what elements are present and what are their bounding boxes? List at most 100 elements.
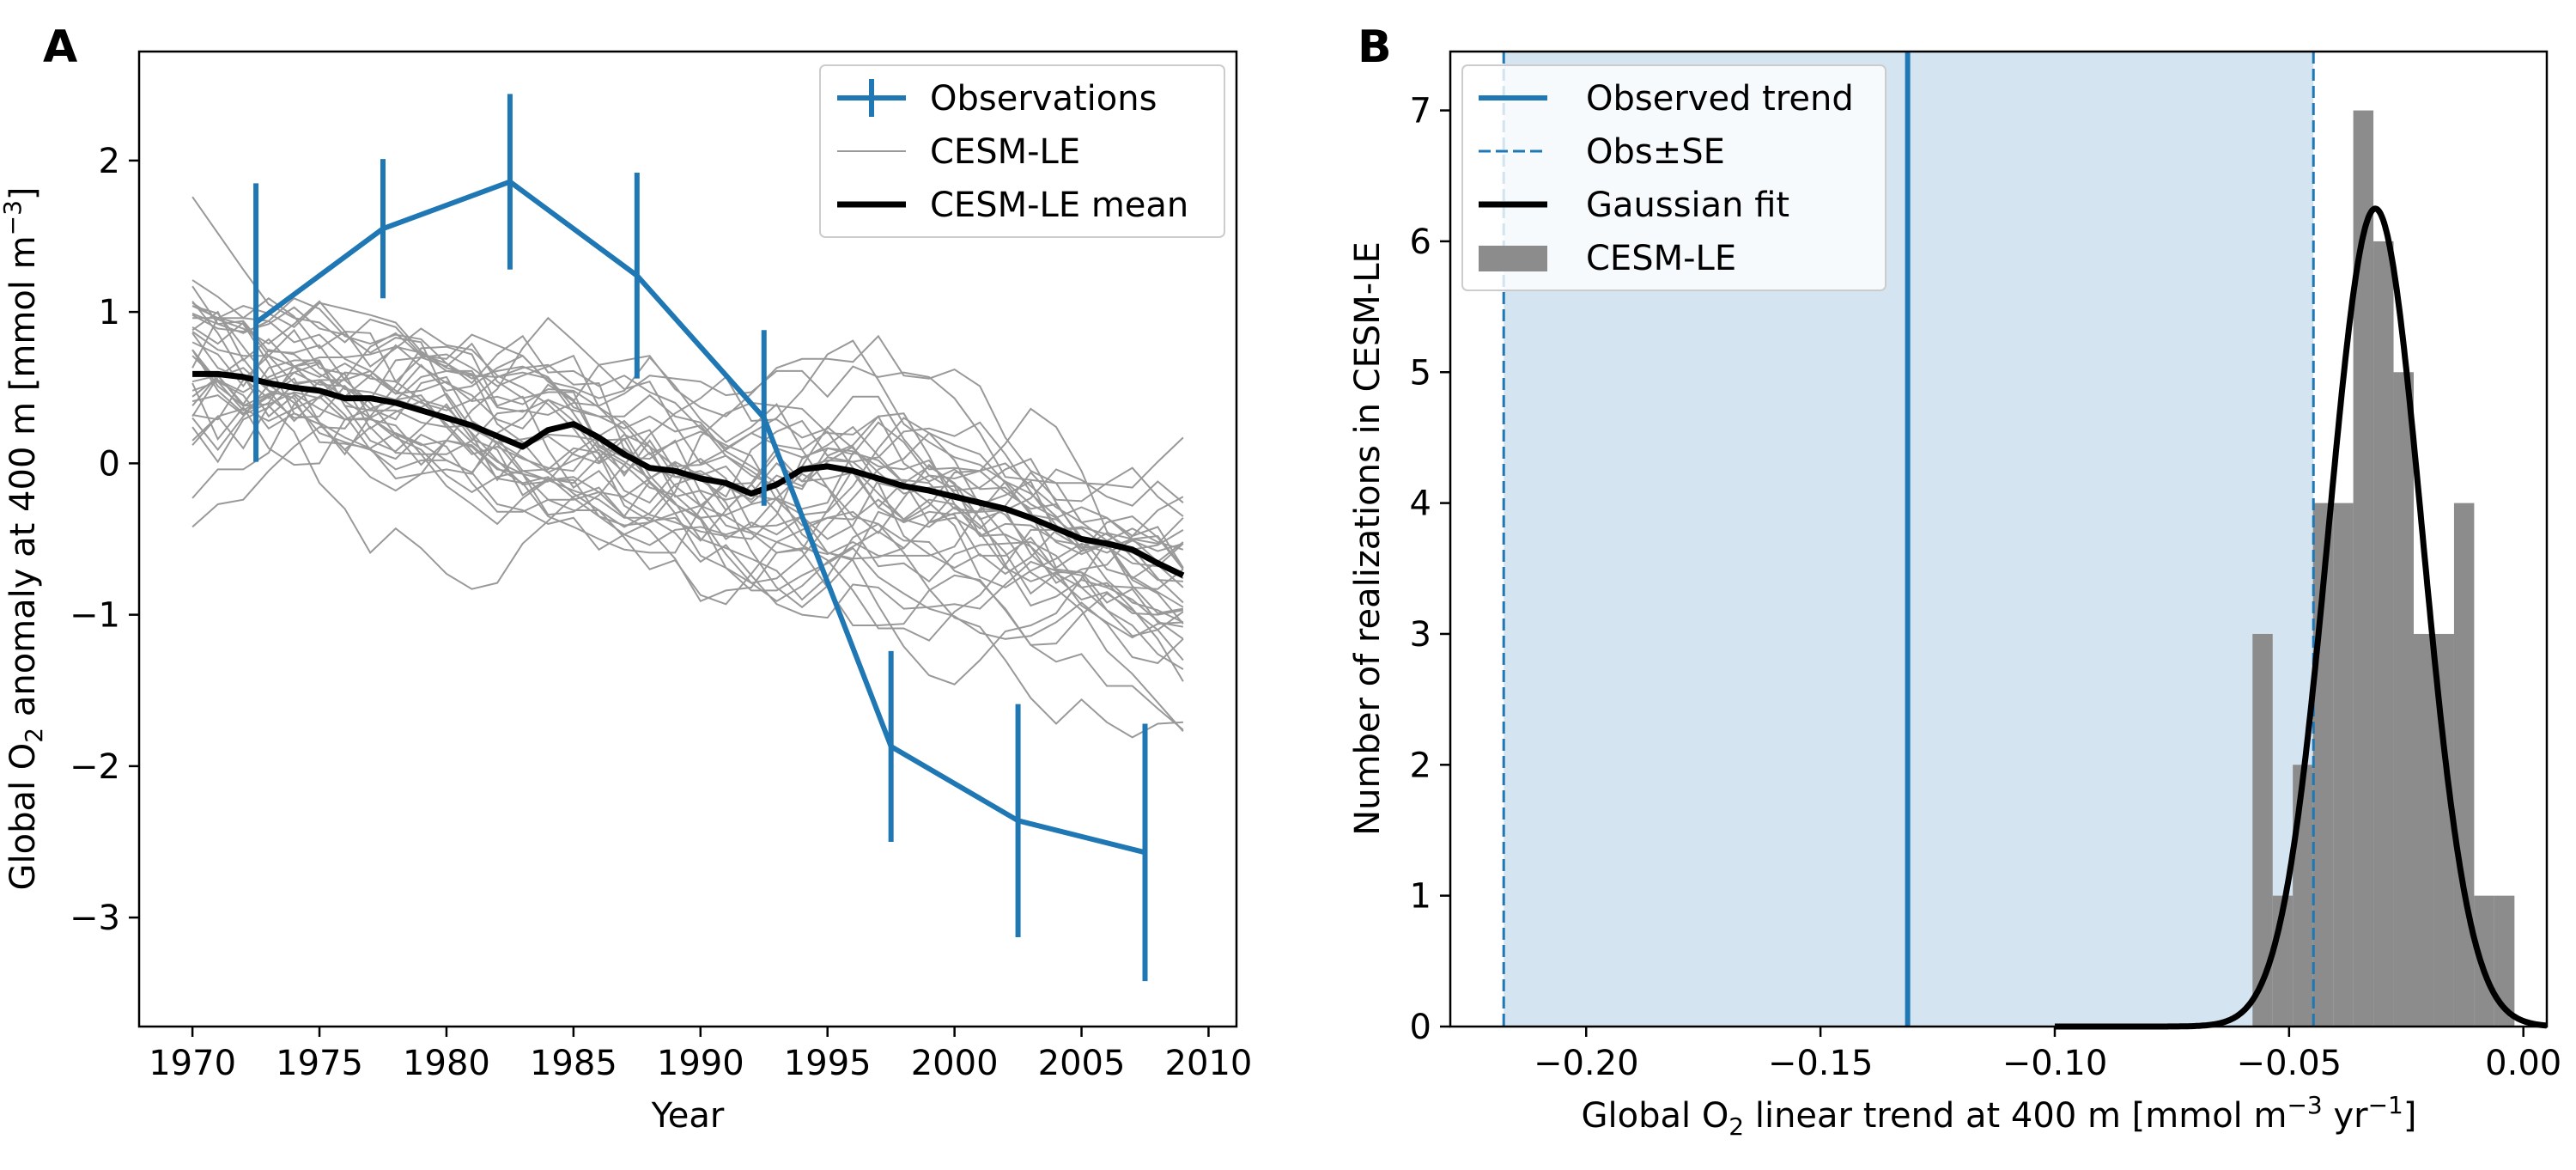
observations-series: [253, 94, 1148, 982]
x-label-part-2: linear trend at 400 m [mmol m: [1744, 1096, 2287, 1136]
legend-cesm-le-label: CESM-LE: [930, 132, 1080, 172]
x-label-part-3: yr: [2323, 1096, 2368, 1136]
x-label-part-1: Global O: [1582, 1096, 1729, 1136]
legend-observations-label: Observations: [930, 79, 1157, 119]
legend-cesm-le-patch: [1479, 246, 1547, 271]
panel-a-x-axis-label: Year: [651, 1096, 725, 1136]
panel-a-y-axis-label: Global O2 anomaly at 400 m [mmol m−3]: [0, 187, 48, 891]
legend-box: [1461, 64, 1886, 291]
ensemble-member-line: [192, 302, 1183, 582]
histogram-bar: [2353, 110, 2374, 1027]
ensemble-member-line: [191, 349, 1184, 625]
y-tick-label: 3: [1410, 615, 1431, 655]
ensemble-member-line: [191, 395, 1184, 602]
ensemble-member-line: [191, 357, 1184, 731]
legend-gaussian-fit-label: Gaussian fit: [1586, 186, 1789, 225]
panel-b-frame: [1449, 50, 2549, 1028]
panel-a-frame: [137, 50, 1238, 1028]
ensemble-member-line: [191, 305, 1184, 614]
y-tick-label: 1: [99, 293, 120, 332]
y-tick-label: 2: [1410, 746, 1431, 785]
histogram-bar: [2333, 503, 2354, 1027]
x-tick-label: 1980: [403, 1044, 490, 1083]
ensemble-members: [191, 196, 1184, 739]
x-tick-label: 1975: [276, 1044, 363, 1083]
x-label-part-4: ]: [2403, 1096, 2417, 1136]
histogram-bar: [2453, 503, 2475, 1027]
x-label-superscript-2: −1: [2368, 1091, 2403, 1119]
ensemble-member-line: [191, 332, 1184, 640]
y-tick-label: 7: [1410, 92, 1431, 131]
ensemble-mean: [192, 370, 1185, 578]
observations-line: [254, 179, 1146, 856]
y-label-part-1: Global O: [3, 743, 43, 891]
x-tick-label: 1990: [657, 1044, 744, 1083]
panel-a: A 1970 1975 1980 1985 1990 1995 2000 2005 2010 2…: [0, 21, 1252, 1136]
x-tick-label: −0.20: [1534, 1044, 1639, 1083]
panel-a-label: A: [43, 21, 77, 73]
histogram-bar: [2393, 372, 2415, 1027]
panel-b-label: B: [1358, 21, 1392, 73]
histogram-bar: [2293, 765, 2313, 1027]
ensemble-member-line: [191, 301, 1184, 589]
panel-b-x-ticks: −0.20 −0.15 −0.10 −0.05 0.00: [1534, 1027, 2561, 1083]
panel-a-x-ticks: 1970 1975 1980 1985 1990 1995 2000 2005 2010: [149, 1027, 1252, 1083]
legend-obs-se-label: Obs±SE: [1586, 132, 1725, 172]
ensemble-member-line: [191, 334, 1184, 569]
x-tick-label: 1995: [784, 1044, 872, 1083]
y-tick-label: 1: [1410, 877, 1431, 917]
y-tick-label: −1: [70, 596, 120, 636]
ensemble-member-line: [191, 362, 1184, 570]
ensemble-member-line: [191, 355, 1184, 588]
panel-b-y-axis-label: Number of realizations in CESM-LE: [1348, 241, 1388, 836]
x-tick-label: −0.15: [1768, 1044, 1874, 1083]
x-tick-label: −0.05: [2237, 1044, 2342, 1083]
y-label-superscript: −3: [0, 200, 27, 235]
legend-box: [819, 64, 1225, 238]
ensemble-member-line: [191, 331, 1184, 624]
x-tick-label: 1985: [530, 1044, 617, 1083]
histogram-bar: [2494, 895, 2515, 1027]
panel-b-y-ticks: 0 1 2 3 4 5 6 7: [1410, 92, 1450, 1047]
legend-cesm-le-label: CESM-LE: [1586, 239, 1736, 278]
legend-cesm-le-mean-label: CESM-LE mean: [930, 186, 1188, 225]
histogram-bar: [2474, 895, 2494, 1027]
ensemble-member-line: [191, 305, 1184, 682]
ensemble-member-line: [191, 367, 1184, 551]
y-tick-label: 2: [99, 142, 120, 181]
legend-observed-trend-label: Observed trend: [1586, 79, 1854, 119]
ensemble-mean-line: [192, 370, 1185, 578]
ensemble-member-line: [191, 349, 1184, 489]
y-tick-label: 6: [1410, 222, 1431, 262]
y-label-subscript: 2: [20, 728, 48, 743]
panel-a-legend: Observations CESM-LE CESM-LE mean: [819, 64, 1225, 238]
panel-b-legend: Observed trend Obs±SE Gaussian fit CESM-…: [1461, 64, 1886, 291]
y-tick-label: 4: [1410, 484, 1431, 524]
y-tick-label: 0: [99, 444, 120, 484]
histogram-bar: [2373, 241, 2394, 1027]
panel-b-x-axis-label: Global O2 linear trend at 400 m [mmol m−…: [1582, 1091, 2417, 1141]
y-tick-label: 0: [1410, 1008, 1431, 1047]
y-tick-label: −2: [70, 747, 120, 787]
ensemble-member-line: [191, 279, 1184, 732]
ensemble-member-line: [191, 369, 1184, 608]
panel-a-y-ticks: 2 1 0 −1 −2 −3: [70, 142, 139, 938]
histogram-bar: [2252, 633, 2273, 1027]
x-tick-label: 2010: [1165, 1044, 1253, 1083]
y-tick-label: −3: [70, 899, 120, 938]
x-label-superscript-1: −3: [2287, 1091, 2322, 1119]
histogram-bar: [2433, 633, 2454, 1027]
ensemble-member-line: [191, 332, 1184, 670]
panel-b: B −0.20 −0.15 −0.10 −0.05 0.00 0 1 2 3 4 5 6 7 Numb…: [1348, 21, 2561, 1141]
x-tick-label: −0.10: [2002, 1044, 2108, 1083]
x-tick-label: 2005: [1038, 1044, 1126, 1083]
y-label-part-3: ]: [3, 187, 43, 201]
x-tick-label: 0.00: [2485, 1044, 2561, 1083]
x-tick-label: 1970: [149, 1044, 236, 1083]
y-label-part-2: anomaly at 400 m [mmol m: [3, 235, 43, 727]
x-label-subscript: 2: [1728, 1112, 1744, 1141]
histogram-bar: [2414, 633, 2434, 1027]
x-tick-label: 2000: [911, 1044, 999, 1083]
y-tick-label: 5: [1410, 353, 1431, 393]
